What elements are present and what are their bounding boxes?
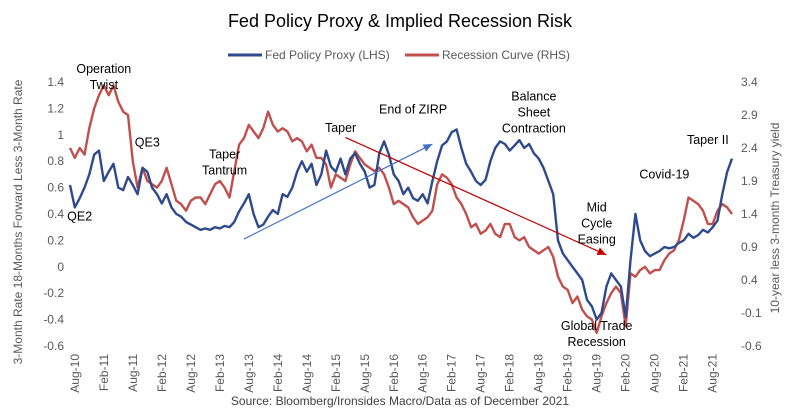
x-axis-tick: Aug-15 bbox=[358, 354, 372, 393]
x-axis-tick: Feb-15 bbox=[329, 354, 343, 392]
y-axis-left-ticks: 1.4 1.2 1 0.8 0.6 0.4 0.2 0 -0.2 -0.4 -0.6 bbox=[43, 75, 64, 353]
annotation-label: Recession bbox=[568, 335, 626, 349]
x-axis-tick: Aug-10 bbox=[68, 354, 82, 393]
x-axis-tick: Feb-18 bbox=[503, 354, 517, 392]
y-axis-left-tick: 1.4 bbox=[47, 75, 64, 89]
x-axis-tick: Aug-16 bbox=[416, 354, 430, 393]
y-axis-right-tick: 2.4 bbox=[741, 141, 758, 155]
x-axis-tick: Aug-17 bbox=[474, 354, 488, 393]
annotation-label: Taper bbox=[209, 148, 240, 162]
annotations: Operation Twist QE2 QE3 Taper Tantrum Taper End… bbox=[67, 62, 729, 349]
y-axis-left-tick: 0.6 bbox=[47, 181, 64, 195]
annotation-label: Global Trade bbox=[561, 319, 633, 333]
trend-arrowhead-down bbox=[596, 247, 607, 255]
y-axis-left-tick: 1.2 bbox=[47, 101, 64, 115]
annotation-label: Easing bbox=[578, 232, 616, 246]
legend-label-recession-curve: Recession Curve (RHS) bbox=[442, 48, 570, 62]
x-axis-tick: Aug-13 bbox=[242, 354, 256, 393]
x-axis-tick: Feb-12 bbox=[155, 354, 169, 392]
annotation-label: Tantrum bbox=[202, 164, 247, 178]
chart-title: Fed Policy Proxy & Implied Recession Ris… bbox=[228, 11, 573, 31]
x-axis-tick: Aug-18 bbox=[532, 354, 546, 393]
chart-source: Source: Bloomberg/Ironsides Macro/Data a… bbox=[231, 394, 569, 408]
x-axis-tick: Feb-17 bbox=[445, 354, 459, 392]
annotation-label: Sheet bbox=[518, 105, 551, 119]
annotation-label: Twist bbox=[90, 78, 119, 92]
trend-line-up bbox=[243, 143, 433, 240]
x-axis-tick: Feb-21 bbox=[677, 354, 691, 392]
annotation-label: Contraction bbox=[502, 121, 566, 135]
y-axis-left-tick: 0.4 bbox=[47, 207, 64, 221]
x-axis-ticks: Aug-10 Feb-11 Aug-11 Feb-12 Aug-12 Feb-13 Aug-… bbox=[68, 354, 720, 393]
x-axis-tick: Feb-16 bbox=[387, 354, 401, 392]
x-axis-tick: Aug-20 bbox=[648, 354, 662, 393]
annotation-label: Taper bbox=[325, 121, 356, 135]
x-axis-tick: Aug-11 bbox=[126, 354, 140, 392]
annotation-label: Mid bbox=[587, 200, 607, 214]
trend-line-down bbox=[345, 136, 607, 256]
annotation-label: Balance bbox=[511, 89, 556, 103]
annotation-label: End of ZIRP bbox=[379, 103, 447, 117]
x-axis-tick: Aug-19 bbox=[590, 354, 604, 393]
trend-arrowhead-up bbox=[422, 144, 433, 152]
y-axis-left-tick: -0.6 bbox=[43, 339, 64, 353]
series-line-recession-curve bbox=[68, 84, 733, 334]
legend-label-fed-policy: Fed Policy Proxy (LHS) bbox=[265, 48, 390, 62]
annotation-label: Covid-19 bbox=[639, 167, 689, 181]
y-axis-right-tick: 3.4 bbox=[741, 75, 758, 89]
annotation-label: QE2 bbox=[67, 210, 92, 224]
y-axis-right-tick: 0.9 bbox=[741, 240, 758, 254]
y-axis-left-tick: 0.2 bbox=[47, 233, 64, 247]
x-axis-tick: Feb-13 bbox=[213, 354, 227, 392]
y-axis-right-ticks: 3.4 2.9 2.4 1.9 1.4 0.9 0.4 -0.1 -0.6 bbox=[741, 75, 762, 353]
annotation-label: Taper II bbox=[687, 133, 729, 147]
y-axis-right-tick: 1.9 bbox=[741, 174, 758, 188]
annotation-label: Cycle bbox=[581, 216, 612, 230]
x-axis-tick: Feb-20 bbox=[619, 354, 633, 392]
y-axis-left-tick: 0 bbox=[57, 260, 64, 274]
x-axis-tick: Feb-11 bbox=[97, 354, 111, 391]
x-axis-tick: Feb-14 bbox=[271, 354, 285, 392]
series-layer bbox=[68, 84, 734, 334]
x-axis-tick: Aug-12 bbox=[184, 354, 198, 393]
y-axis-right-tick: 0.4 bbox=[741, 273, 758, 287]
trend-lines bbox=[243, 136, 607, 256]
chart-legend: Fed Policy Proxy (LHS) Recession Curve (… bbox=[228, 48, 570, 62]
y-axis-right-label: 10-year less 3-month Treasury yield bbox=[768, 123, 782, 314]
y-axis-left-tick: -0.4 bbox=[43, 313, 64, 327]
y-axis-left-tick: -0.2 bbox=[43, 286, 64, 300]
annotation-label: QE3 bbox=[135, 136, 160, 150]
annotation-label: Operation bbox=[76, 62, 131, 76]
y-axis-right-tick: -0.6 bbox=[741, 339, 762, 353]
x-axis-tick: Aug-21 bbox=[706, 354, 720, 393]
y-axis-right-tick: 1.4 bbox=[741, 207, 758, 221]
x-axis-tick: Aug-14 bbox=[300, 354, 314, 393]
y-axis-left-label: 3-Month Rate 18-Months Forward Less 3-Mo… bbox=[11, 79, 25, 364]
y-axis-right-tick: 2.9 bbox=[741, 108, 758, 122]
y-axis-left-tick: 1 bbox=[57, 128, 64, 142]
y-axis-right-tick: -0.1 bbox=[741, 306, 762, 320]
x-axis-tick: Feb-19 bbox=[561, 354, 575, 392]
y-axis-left-tick: 0.8 bbox=[47, 154, 64, 168]
series-line-fed-policy bbox=[68, 128, 734, 321]
